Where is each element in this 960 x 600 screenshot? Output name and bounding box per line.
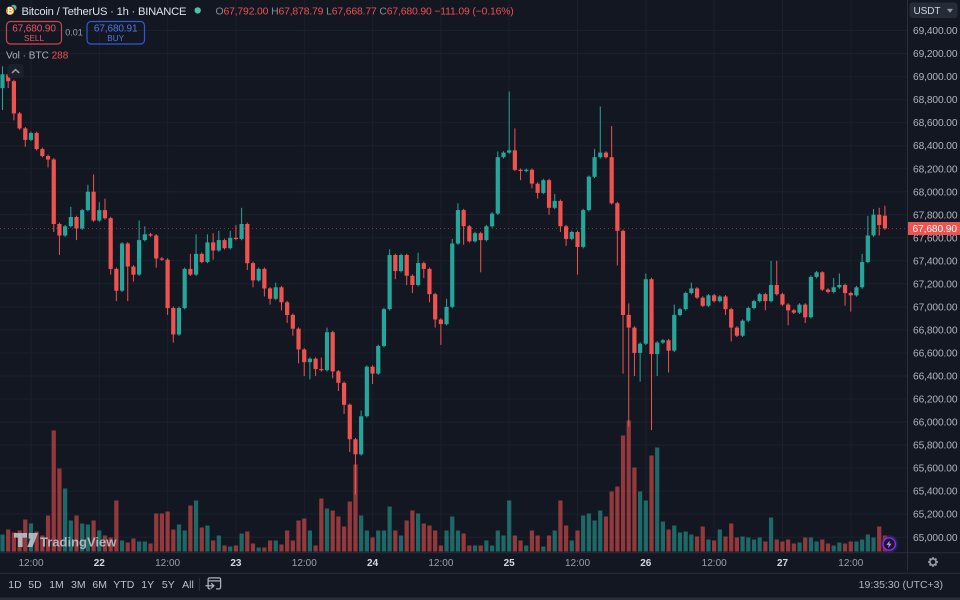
svg-text:67,000.00: 67,000.00 [913, 303, 958, 314]
svg-text:65,400.00: 65,400.00 [913, 487, 958, 498]
svg-text:23: 23 [230, 558, 242, 569]
svg-text:19:35:30 (UTC+3): 19:35:30 (UTC+3) [859, 579, 943, 591]
svg-text:66,600.00: 66,600.00 [913, 349, 958, 360]
svg-text:69,000.00: 69,000.00 [913, 72, 958, 83]
svg-text:6M: 6M [92, 579, 107, 591]
svg-text:67,800.00: 67,800.00 [913, 210, 958, 221]
svg-text:TradingView: TradingView [40, 535, 117, 550]
svg-text:25: 25 [504, 558, 516, 569]
svg-text:65,200.00: 65,200.00 [913, 510, 958, 521]
svg-text:0.01: 0.01 [65, 28, 83, 38]
svg-text:5Y: 5Y [162, 579, 175, 591]
svg-text:12:00: 12:00 [838, 558, 863, 569]
svg-text:65,000.00: 65,000.00 [913, 533, 958, 544]
svg-text:69,200.00: 69,200.00 [913, 49, 958, 60]
svg-text:3M: 3M [71, 579, 86, 591]
svg-text:12:00: 12:00 [428, 558, 453, 569]
svg-text:68,200.00: 68,200.00 [913, 164, 958, 175]
svg-text:1M: 1M [49, 579, 64, 591]
svg-text:69,400.00: 69,400.00 [913, 26, 958, 37]
svg-text:66,800.00: 66,800.00 [913, 326, 958, 337]
svg-text:67,680.91: 67,680.91 [94, 23, 138, 34]
svg-text:YTD: YTD [113, 579, 134, 591]
svg-text:67,680.90: 67,680.90 [12, 23, 56, 34]
svg-text:USDT: USDT [914, 6, 941, 17]
svg-text:67,600.00: 67,600.00 [913, 233, 958, 244]
svg-text:22: 22 [94, 558, 106, 569]
svg-text:12:00: 12:00 [292, 558, 317, 569]
svg-text:5D: 5D [28, 579, 42, 591]
svg-text:SELL: SELL [24, 34, 44, 43]
svg-text:65,600.00: 65,600.00 [913, 464, 958, 475]
svg-text:12:00: 12:00 [18, 558, 43, 569]
svg-text:1D: 1D [8, 579, 22, 591]
svg-text:Bitcoin / TetherUS · 1h · BINA: Bitcoin / TetherUS · 1h · BINANCE [22, 6, 187, 18]
svg-text:65,800.00: 65,800.00 [913, 441, 958, 452]
svg-text:66,400.00: 66,400.00 [913, 372, 958, 383]
svg-text:All: All [182, 579, 194, 591]
svg-text:Vol · BTC 288: Vol · BTC 288 [6, 50, 69, 61]
svg-text:68,400.00: 68,400.00 [913, 141, 958, 152]
svg-text:12:00: 12:00 [702, 558, 727, 569]
svg-text:67,200.00: 67,200.00 [913, 279, 958, 290]
svg-text:68,600.00: 68,600.00 [913, 118, 958, 129]
svg-text:24: 24 [367, 558, 379, 569]
svg-text:66,200.00: 66,200.00 [913, 395, 958, 406]
svg-text:67,680.90: 67,680.90 [913, 224, 958, 235]
svg-text:₿: ₿ [7, 6, 14, 16]
svg-text:O67,792.00 H67,878.79 L67,668.: O67,792.00 H67,878.79 L67,668.77 C67,680… [216, 6, 514, 17]
svg-text:BUY: BUY [107, 34, 124, 43]
svg-text:26: 26 [640, 558, 652, 569]
svg-text:27: 27 [777, 558, 789, 569]
svg-text:12:00: 12:00 [155, 558, 180, 569]
svg-text:68,000.00: 68,000.00 [913, 187, 958, 198]
svg-text:67,400.00: 67,400.00 [913, 256, 958, 267]
svg-text:66,000.00: 66,000.00 [913, 418, 958, 429]
svg-text:68,800.00: 68,800.00 [913, 95, 958, 106]
svg-text:1Y: 1Y [141, 579, 154, 591]
svg-text:12:00: 12:00 [565, 558, 590, 569]
